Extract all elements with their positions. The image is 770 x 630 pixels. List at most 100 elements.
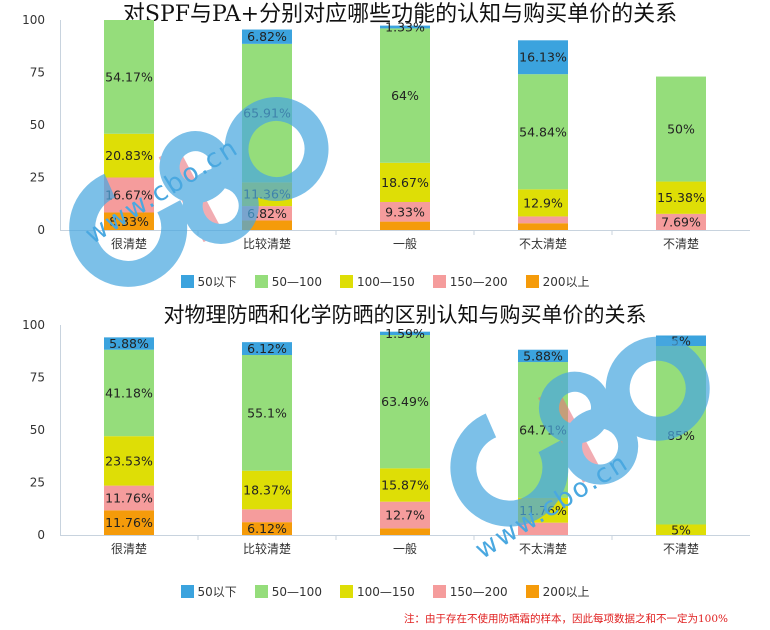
- x-tick-label: 不清楚: [663, 237, 699, 251]
- bar-segment: [242, 522, 292, 535]
- bar-segment: [242, 29, 292, 44]
- x-tick-label: 比较清楚: [243, 541, 291, 556]
- legend-label: 150—200: [449, 585, 508, 599]
- legend-swatch: [525, 585, 539, 598]
- bar-segment: [104, 436, 154, 486]
- y-tick-label: 100: [22, 13, 45, 27]
- data-label: 5.88%: [523, 348, 563, 363]
- y-tick-label: 25: [30, 171, 45, 185]
- bar-segment: [242, 470, 292, 510]
- data-label: 1.59%: [385, 326, 425, 341]
- data-label: 85%: [667, 428, 695, 443]
- bar-segment: [104, 20, 154, 134]
- data-label: 18.37%: [243, 483, 291, 498]
- data-label: 64%: [391, 88, 419, 103]
- data-label: 6.12%: [247, 521, 287, 536]
- x-tick-label: 不太清楚: [519, 236, 567, 251]
- bar-segment: [380, 202, 430, 222]
- chart-legend: 50以下 50—100 100—150 150—200 200以上: [0, 273, 770, 290]
- x-tick-label: 很清楚: [111, 237, 147, 251]
- x-tick-label: 一般: [393, 541, 417, 556]
- data-label: 6.12%: [247, 341, 287, 356]
- y-tick-label: 75: [30, 371, 45, 385]
- data-label: 63.49%: [381, 394, 429, 409]
- y-tick-label: 0: [37, 223, 45, 237]
- data-label: 5.88%: [109, 336, 149, 351]
- bar-segment: [104, 510, 154, 535]
- legend-item[interactable]: 100—150: [339, 275, 415, 289]
- data-label: 12.9%: [523, 195, 563, 210]
- data-label: 65.91%: [243, 106, 291, 121]
- x-tick-label: 不清楚: [663, 542, 699, 556]
- x-tick-label: 很清楚: [111, 542, 147, 556]
- bar-segment: [380, 25, 430, 29]
- bar-segment: [656, 76, 706, 182]
- bar-segment: [656, 524, 706, 535]
- legend-label: 50—100: [271, 275, 322, 289]
- data-label: 23.53%: [105, 453, 153, 468]
- chart-title: 对SPF与PA+分别对应哪些功能的认知与购买单价的关系: [122, 2, 678, 27]
- legend-label: 200以上: [542, 275, 590, 289]
- chart-title: 对物理防晒和化学防晒的区别认知与购买单价的关系: [163, 303, 647, 327]
- bar-segment: [242, 509, 292, 523]
- legend-swatch: [254, 585, 268, 598]
- bar-segment: [242, 220, 292, 230]
- legend-swatch: [525, 275, 539, 288]
- bar-segment: [518, 223, 568, 230]
- bar-segment: [104, 337, 154, 350]
- data-label: 18.67%: [381, 175, 429, 190]
- data-label: 55.1%: [247, 405, 287, 420]
- bar-segment: [518, 216, 568, 224]
- bar-segment: [380, 331, 430, 336]
- bar-segment: [518, 189, 568, 217]
- data-label: 7.69%: [661, 214, 701, 229]
- bar-segment: [518, 74, 568, 190]
- chart-plot: 0 25 50 75 100 很清楚 比较清楚 一般 不太清楚 不清楚 11.76% 11.76% 23…: [22, 318, 750, 556]
- data-label: 5%: [671, 333, 691, 348]
- legend-label: 50以下: [197, 585, 237, 599]
- bar-segment: [518, 40, 568, 75]
- data-label: 12.7%: [385, 508, 425, 523]
- data-label: 6.82%: [247, 29, 287, 44]
- y-tick-label: 0: [37, 528, 45, 542]
- bar-segment: [104, 349, 154, 437]
- x-tick-label: 一般: [393, 236, 417, 251]
- data-label: 9.33%: [385, 204, 425, 219]
- legend-item[interactable]: 150—200: [432, 275, 508, 289]
- bar-segment: [242, 355, 292, 471]
- legend-swatch: [180, 275, 194, 288]
- bar-segment: [380, 162, 430, 203]
- chart-physical-chemical: 对物理防晒和化学防晒的区别认知与购买单价的关系 0 25 50 75 100 很清楚 比较清…: [0, 303, 770, 605]
- x-tick-label: 不太清楚: [519, 541, 567, 556]
- bar-segment: [380, 501, 430, 529]
- legend-item[interactable]: 100—150: [339, 585, 415, 599]
- data-label: 11.36%: [243, 187, 291, 202]
- data-label: 16.13%: [519, 50, 567, 65]
- bar-segment: [380, 335, 430, 469]
- legend-swatch: [432, 585, 446, 598]
- data-label: 64.71%: [519, 423, 567, 438]
- bar-segment: [380, 468, 430, 502]
- legend-item[interactable]: 200以上: [525, 273, 590, 290]
- legend-swatch: [254, 275, 268, 288]
- legend-item[interactable]: 50—100: [254, 585, 322, 599]
- legend-item[interactable]: 50—100: [254, 275, 322, 289]
- legend-label: 50—100: [271, 585, 322, 599]
- data-label: 15.38%: [657, 190, 705, 205]
- legend-item[interactable]: 50以下: [180, 273, 237, 290]
- bar-segment: [104, 485, 154, 511]
- legend-item[interactable]: 200以上: [525, 583, 590, 600]
- legend-item[interactable]: 150—200: [432, 585, 508, 599]
- y-tick-label: 25: [30, 476, 45, 490]
- data-label: 6.82%: [247, 206, 287, 221]
- bar-segment: [518, 349, 568, 363]
- data-label: 20.83%: [105, 148, 153, 163]
- bar-segment: [656, 181, 706, 214]
- y-tick-label: 50: [30, 118, 45, 132]
- data-label: 41.18%: [105, 385, 153, 400]
- data-label: 54.84%: [519, 124, 567, 139]
- legend-item[interactable]: 50以下: [180, 583, 237, 600]
- y-tick-label: 100: [22, 318, 45, 332]
- legend-label: 100—150: [356, 585, 415, 599]
- legend-label: 200以上: [542, 585, 590, 599]
